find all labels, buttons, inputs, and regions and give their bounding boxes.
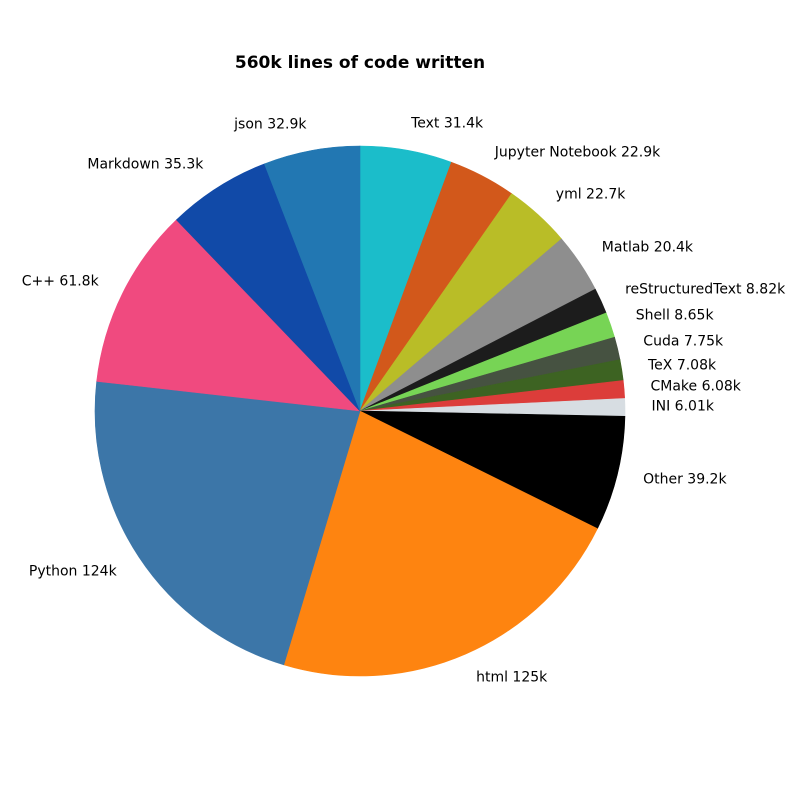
pie-slice-json <box>263 145 361 412</box>
pie-slice-cpp <box>96 219 361 412</box>
chart-title: 560k lines of code written <box>234 53 486 73</box>
pie-slice-html <box>283 410 598 677</box>
pie-slice-python <box>94 381 361 666</box>
pie-slice-other <box>359 410 626 530</box>
